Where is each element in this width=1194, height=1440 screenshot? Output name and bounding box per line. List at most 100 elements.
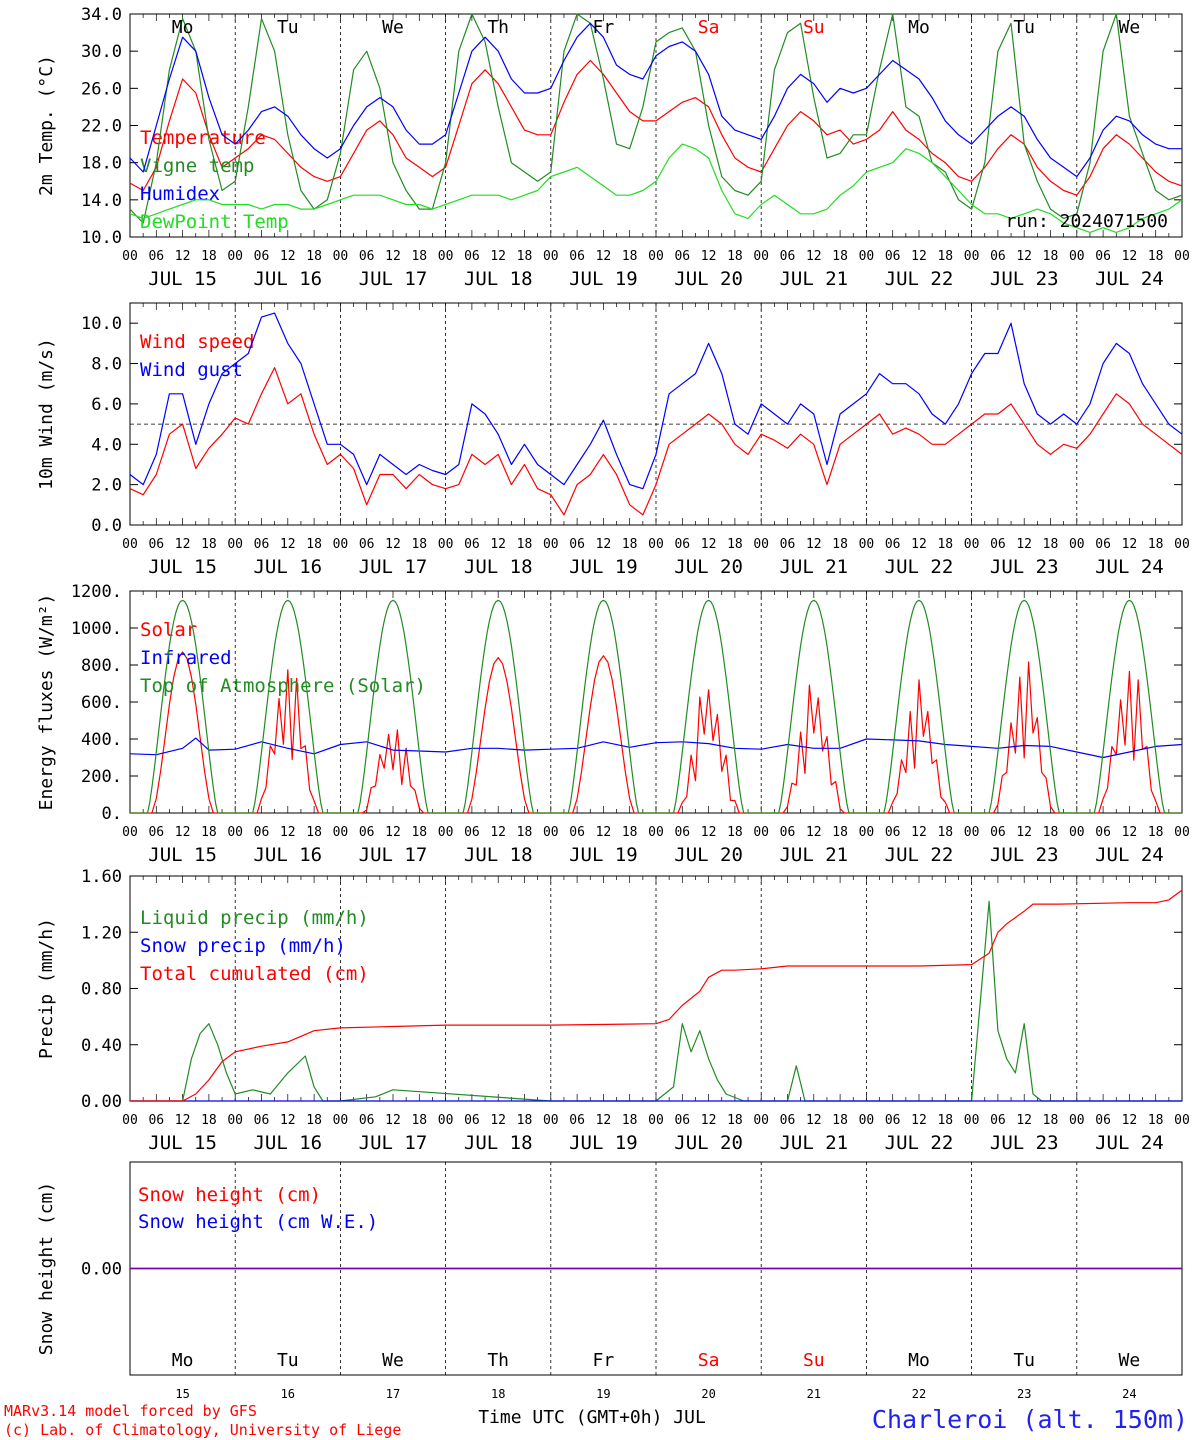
hour-tick-label: 12 — [1122, 1113, 1138, 1128]
hour-tick-label: 12 — [596, 249, 612, 264]
hour-tick-label: 00 — [859, 1113, 875, 1128]
hour-tick-label: 12 — [911, 537, 927, 552]
date-label: JUL 23 — [990, 1132, 1059, 1154]
hour-tick-label: 00 — [227, 537, 243, 552]
legend-entry: Infrared — [140, 647, 232, 669]
hour-tick-label: 12 — [911, 1113, 927, 1128]
day-number-label: 21 — [807, 1387, 821, 1401]
hour-tick-label: 12 — [911, 249, 927, 264]
y-tick-label: 6.0 — [91, 395, 122, 415]
panel-frame — [129, 13, 1183, 238]
date-label: JUL 22 — [885, 1132, 954, 1154]
date-label: JUL 16 — [253, 268, 322, 290]
series-line-infrared — [129, 737, 1183, 759]
hour-tick-label: 18 — [306, 537, 322, 552]
hour-tick-label: 12 — [385, 825, 401, 840]
date-label: JUL 15 — [148, 844, 217, 866]
day-of-week-label: We — [1119, 1350, 1141, 1371]
hour-tick-label: 12 — [490, 249, 506, 264]
y-tick-label: 22.0 — [81, 117, 122, 137]
series-line-wind-gust — [129, 312, 1183, 490]
y-tick-label: 200. — [81, 767, 122, 787]
copyright-credit: (c) Lab. of Climatology, University of L… — [4, 1421, 401, 1439]
hour-tick-label: 00 — [1174, 1113, 1190, 1128]
hour-tick-label: 00 — [438, 1113, 454, 1128]
hour-tick-label: 06 — [359, 249, 375, 264]
hour-tick-label: 18 — [727, 1113, 743, 1128]
day-number-label: 20 — [701, 1387, 715, 1401]
day-of-week-label: Mo — [908, 1350, 930, 1371]
hour-tick-label: 18 — [832, 825, 848, 840]
hour-tick-label: 00 — [859, 825, 875, 840]
hour-tick-label: 00 — [1069, 249, 1085, 264]
date-label: JUL 20 — [674, 844, 743, 866]
day-of-week-label: Th — [487, 1350, 509, 1371]
hour-tick-label: 18 — [1148, 825, 1164, 840]
y-tick-label: 0.00 — [81, 1092, 122, 1112]
date-label: JUL 24 — [1095, 844, 1164, 866]
hour-tick-label: 18 — [517, 825, 533, 840]
hour-tick-label: 12 — [701, 825, 717, 840]
date-label: JUL 20 — [674, 556, 743, 578]
hour-tick-label: 00 — [227, 1113, 243, 1128]
day-of-week-label: Su — [803, 1350, 825, 1371]
hour-tick-label: 06 — [990, 1113, 1006, 1128]
hour-tick-label: 06 — [1095, 825, 1111, 840]
legend-entry: Vigne temp — [140, 155, 254, 177]
hour-tick-label: 12 — [385, 249, 401, 264]
day-number-label: 16 — [281, 1387, 295, 1401]
hour-tick-label: 18 — [517, 537, 533, 552]
hour-tick-label: 12 — [280, 1113, 296, 1128]
hour-tick-label: 12 — [1122, 249, 1138, 264]
y-tick-label: 0. — [102, 804, 122, 824]
y-tick-label: 10.0 — [81, 314, 122, 334]
date-label: JUL 20 — [674, 1132, 743, 1154]
legend-entry: Liquid precip (mm/h) — [140, 907, 369, 929]
hour-tick-label: 06 — [780, 249, 796, 264]
hour-tick-label: 06 — [885, 537, 901, 552]
y-tick-label: 8.0 — [91, 355, 122, 375]
date-label: JUL 21 — [779, 844, 848, 866]
y-tick-label: 600. — [81, 693, 122, 713]
hour-tick-label: 00 — [543, 537, 559, 552]
hour-tick-label: 00 — [333, 537, 349, 552]
hour-tick-label: 12 — [701, 537, 717, 552]
hour-tick-label: 18 — [622, 1113, 638, 1128]
hour-tick-label: 12 — [490, 825, 506, 840]
hour-tick-label: 12 — [596, 825, 612, 840]
series-line-liquid-precip-mm-h- — [130, 900, 1182, 1102]
y-tick-label: 0.40 — [81, 1036, 122, 1056]
hour-tick-label: 18 — [411, 537, 427, 552]
hour-tick-label: 12 — [175, 825, 191, 840]
hour-tick-label: 12 — [1016, 1113, 1032, 1128]
y-axis-label: Energy fluxes (W/m²) — [36, 594, 57, 811]
legend-entry: DewPoint Temp — [140, 211, 289, 233]
hour-tick-label: 12 — [596, 537, 612, 552]
y-tick-label: 0.80 — [81, 980, 122, 1000]
y-tick-label: 0.00 — [81, 1260, 122, 1280]
hour-tick-label: 06 — [359, 537, 375, 552]
hour-tick-label: 00 — [648, 249, 664, 264]
day-of-week-label: Tu — [1013, 1350, 1035, 1371]
day-of-week-label: Mo — [172, 17, 194, 38]
legend-entry: Wind speed — [140, 331, 254, 353]
hour-tick-label: 18 — [622, 537, 638, 552]
y-axis-label: 2m Temp. (°C) — [36, 55, 57, 196]
day-number-label: 22 — [912, 1387, 926, 1401]
date-label: JUL 21 — [779, 1132, 848, 1154]
hour-tick-label: 00 — [753, 249, 769, 264]
hour-tick-label: 00 — [964, 537, 980, 552]
hour-tick-label: 00 — [1069, 1113, 1085, 1128]
date-label: JUL 19 — [569, 844, 638, 866]
date-label: JUL 15 — [148, 1132, 217, 1154]
legend-entry: Humidex — [140, 183, 220, 205]
y-tick-label: 1.60 — [81, 867, 122, 887]
hour-tick-label: 18 — [1043, 825, 1059, 840]
hour-tick-label: 06 — [254, 537, 270, 552]
hour-tick-label: 06 — [148, 1113, 164, 1128]
x-axis-label: Time UTC (GMT+0h) JUL — [478, 1407, 706, 1428]
y-tick-label: 400. — [81, 730, 122, 750]
hour-tick-label: 18 — [832, 249, 848, 264]
series-line-top-of-atmosphere-solar- — [130, 599, 1182, 814]
date-label: JUL 18 — [464, 1132, 533, 1154]
